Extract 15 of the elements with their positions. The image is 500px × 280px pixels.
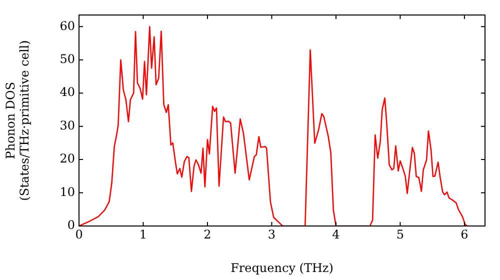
y-tick-label: 50 — [60, 52, 75, 66]
y-tick-label: 60 — [60, 18, 75, 33]
x-tick-label: 3 — [268, 227, 276, 242]
x-tick-label: 2 — [204, 227, 212, 242]
y-tick-label: 0 — [67, 218, 75, 232]
y-tick-label: 10 — [60, 184, 75, 199]
y-tick-label: 40 — [60, 85, 75, 100]
y-tick-label: 20 — [60, 152, 75, 166]
x-tick-label: 4 — [332, 227, 340, 242]
x-axis-title: Frequency (THz) — [230, 260, 334, 275]
y-axis-title: Phonon DOS (States/THz·primitive cell) — [3, 40, 32, 201]
x-tick-label: 1 — [139, 227, 148, 242]
x-tick-label: 6 — [460, 227, 468, 242]
y-tick-label: 30 — [60, 118, 75, 132]
x-tick-label: 5 — [396, 227, 404, 242]
